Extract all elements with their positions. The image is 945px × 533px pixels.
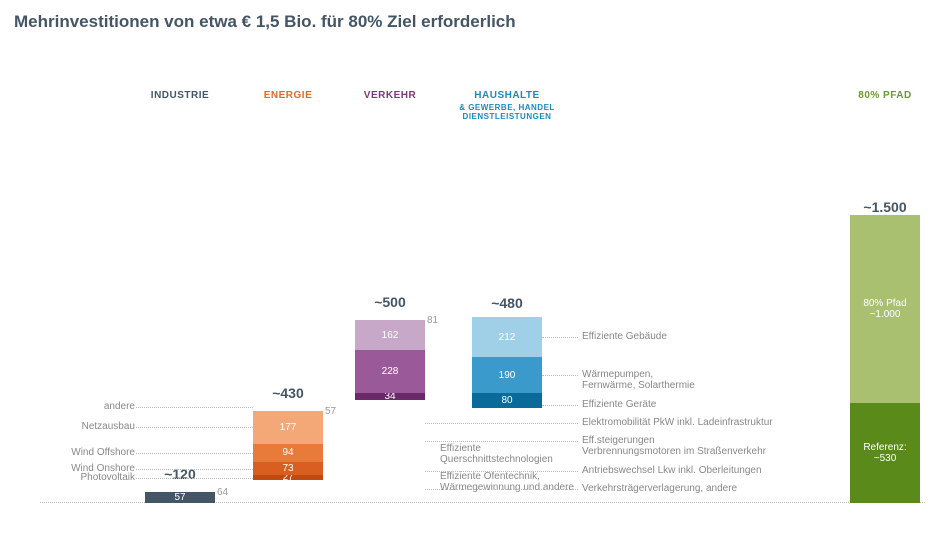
leader-line (542, 375, 578, 376)
segment: 190 (472, 357, 542, 393)
segment: 177 (253, 411, 323, 444)
leader-line (136, 407, 253, 408)
segment: 212 (472, 317, 542, 357)
segment: 73 (253, 462, 323, 476)
bar-total-energie: ~430 (253, 385, 323, 401)
leader-line (136, 427, 253, 428)
segment-label: 80% Pfad (863, 298, 906, 309)
segment: 80 (472, 393, 542, 408)
annotation-right: Wärmepumpen,Fernwärme, Solarthermie (582, 369, 695, 391)
segment: 80% Pfad~1.000 (850, 215, 920, 403)
annotation-right: Effiziente Geräte (582, 399, 656, 410)
col-header-pfad: 80% PFAD (835, 90, 935, 101)
chart-title: Mehrinvestitionen von etwa € 1,5 Bio. fü… (14, 12, 516, 32)
annotation-below: EffizienteQuerschnittstechnologien (440, 443, 553, 465)
segment: 57 (145, 492, 215, 503)
segment-label: ~530 (874, 453, 897, 464)
leader-line (425, 441, 578, 442)
leader-line (136, 453, 253, 454)
bar-total-haushalte: ~480 (472, 295, 542, 311)
col-header-verkehr: VERKEHR (340, 90, 440, 101)
side-value: 81 (427, 315, 451, 326)
annotation-left: Wind Offshore (40, 447, 135, 458)
annotation-left: Netzausbau (40, 421, 135, 432)
col-header-industrie: INDUSTRIE (130, 90, 230, 101)
annotation-right: Verkehrsträgerverlagerung, andere (582, 483, 737, 494)
annotation-right: Antriebswechsel Lkw inkl. Oberleitungen (582, 465, 762, 476)
annotation-left: andere (40, 401, 135, 412)
segment: 34 (355, 393, 425, 399)
leader-line (136, 478, 253, 479)
segment: 228 (355, 350, 425, 393)
annotation-left: Photovoltaik (40, 472, 135, 483)
annotation-right: Elektromobilität PkW inkl. Ladeinfrastru… (582, 417, 773, 428)
col-subheader-haushalte: & GEWERBE, HANDELDIENSTLEISTUNGEN (457, 103, 557, 121)
bar-total-verkehr: ~500 (355, 294, 425, 310)
leader-line (542, 405, 578, 406)
bar-total-pfad: ~1.500 (850, 199, 920, 215)
col-header-energie: ENERGIE (238, 90, 338, 101)
leader-line (542, 337, 578, 338)
segment-label: Referenz: (863, 442, 906, 453)
waterfall-chart: INDUSTRIE5764~120ENERGIE27739417757~430V… (40, 90, 925, 503)
leader-line (425, 471, 578, 472)
segment: 94 (253, 444, 323, 462)
annotation-right: Effiziente Gebäude (582, 331, 667, 342)
side-value: 57 (325, 406, 349, 417)
leader-line (425, 423, 578, 424)
side-value: 64 (217, 487, 241, 498)
annotation-right: Eff.steigerungenVerbrennungsmotoren im S… (582, 435, 766, 457)
segment: 27 (253, 475, 323, 480)
leader-line (136, 469, 253, 470)
leader-line (425, 489, 578, 490)
segment-label: ~1.000 (870, 309, 901, 320)
col-header-haushalte: HAUSHALTE& GEWERBE, HANDELDIENSTLEISTUNG… (457, 90, 557, 121)
segment: 162 (355, 320, 425, 350)
segment: Referenz:~530 (850, 403, 920, 503)
